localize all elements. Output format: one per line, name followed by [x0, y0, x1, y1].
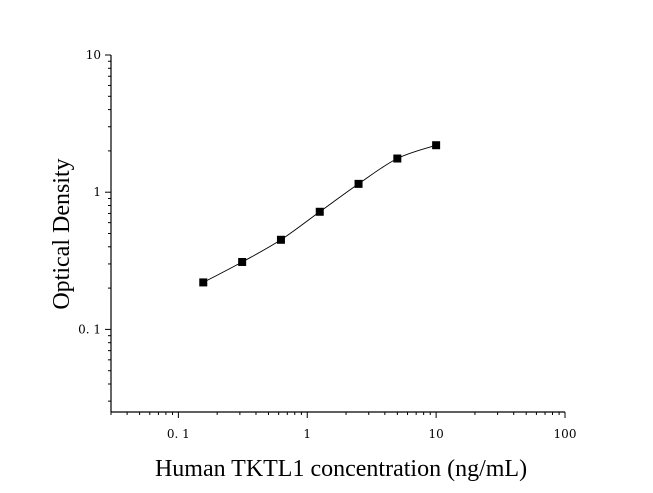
- data-point-6: [432, 141, 441, 150]
- axes: [110, 55, 565, 413]
- y-tick-label: 0. 1: [78, 322, 101, 336]
- data-point-0: [199, 278, 208, 287]
- data-point-4: [354, 179, 363, 188]
- data-point-1: [238, 257, 247, 266]
- x-tick-label: 1: [303, 427, 311, 441]
- y-tick-label: 1: [93, 185, 101, 199]
- x-tick-label: 0. 1: [167, 427, 190, 441]
- data-points: [199, 141, 441, 287]
- y-axis-title: Optical Density: [49, 158, 75, 309]
- x-tick-label: 100: [554, 427, 577, 441]
- y-tick-label: 10: [86, 48, 101, 62]
- x-ticks: 0. 1 1 10 100: [110, 412, 577, 441]
- data-point-3: [315, 207, 324, 216]
- data-point-2: [276, 235, 285, 244]
- data-point-5: [393, 154, 402, 163]
- y-ticks: 0. 1 1 10: [78, 48, 111, 402]
- x-axis-title: Human TKTL1 concentration (ng/mL): [155, 456, 527, 482]
- x-tick-label: 10: [428, 427, 443, 441]
